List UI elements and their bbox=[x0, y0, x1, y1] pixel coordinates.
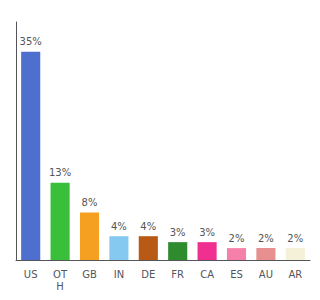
svg-text:2%: 2% bbox=[287, 233, 303, 244]
svg-text:2%: 2% bbox=[258, 233, 274, 244]
svg-text:DE: DE bbox=[141, 269, 155, 280]
svg-text:H: H bbox=[56, 281, 64, 292]
svg-text:3%: 3% bbox=[199, 227, 215, 238]
svg-text:IN: IN bbox=[114, 269, 124, 280]
svg-text:8%: 8% bbox=[82, 197, 98, 208]
svg-text:4%: 4% bbox=[111, 221, 127, 232]
svg-text:GB: GB bbox=[82, 269, 97, 280]
svg-text:US: US bbox=[24, 269, 38, 280]
svg-text:4%: 4% bbox=[140, 221, 156, 232]
svg-text:AU: AU bbox=[259, 269, 273, 280]
svg-text:3%: 3% bbox=[170, 227, 186, 238]
svg-text:FR: FR bbox=[171, 269, 184, 280]
svg-text:OT: OT bbox=[53, 269, 68, 280]
svg-text:35%: 35% bbox=[20, 36, 42, 47]
svg-text:2%: 2% bbox=[229, 233, 245, 244]
svg-text:CA: CA bbox=[200, 269, 214, 280]
svg-text:13%: 13% bbox=[49, 167, 71, 178]
svg-text:AR: AR bbox=[288, 269, 302, 280]
svg-text:ES: ES bbox=[230, 269, 243, 280]
